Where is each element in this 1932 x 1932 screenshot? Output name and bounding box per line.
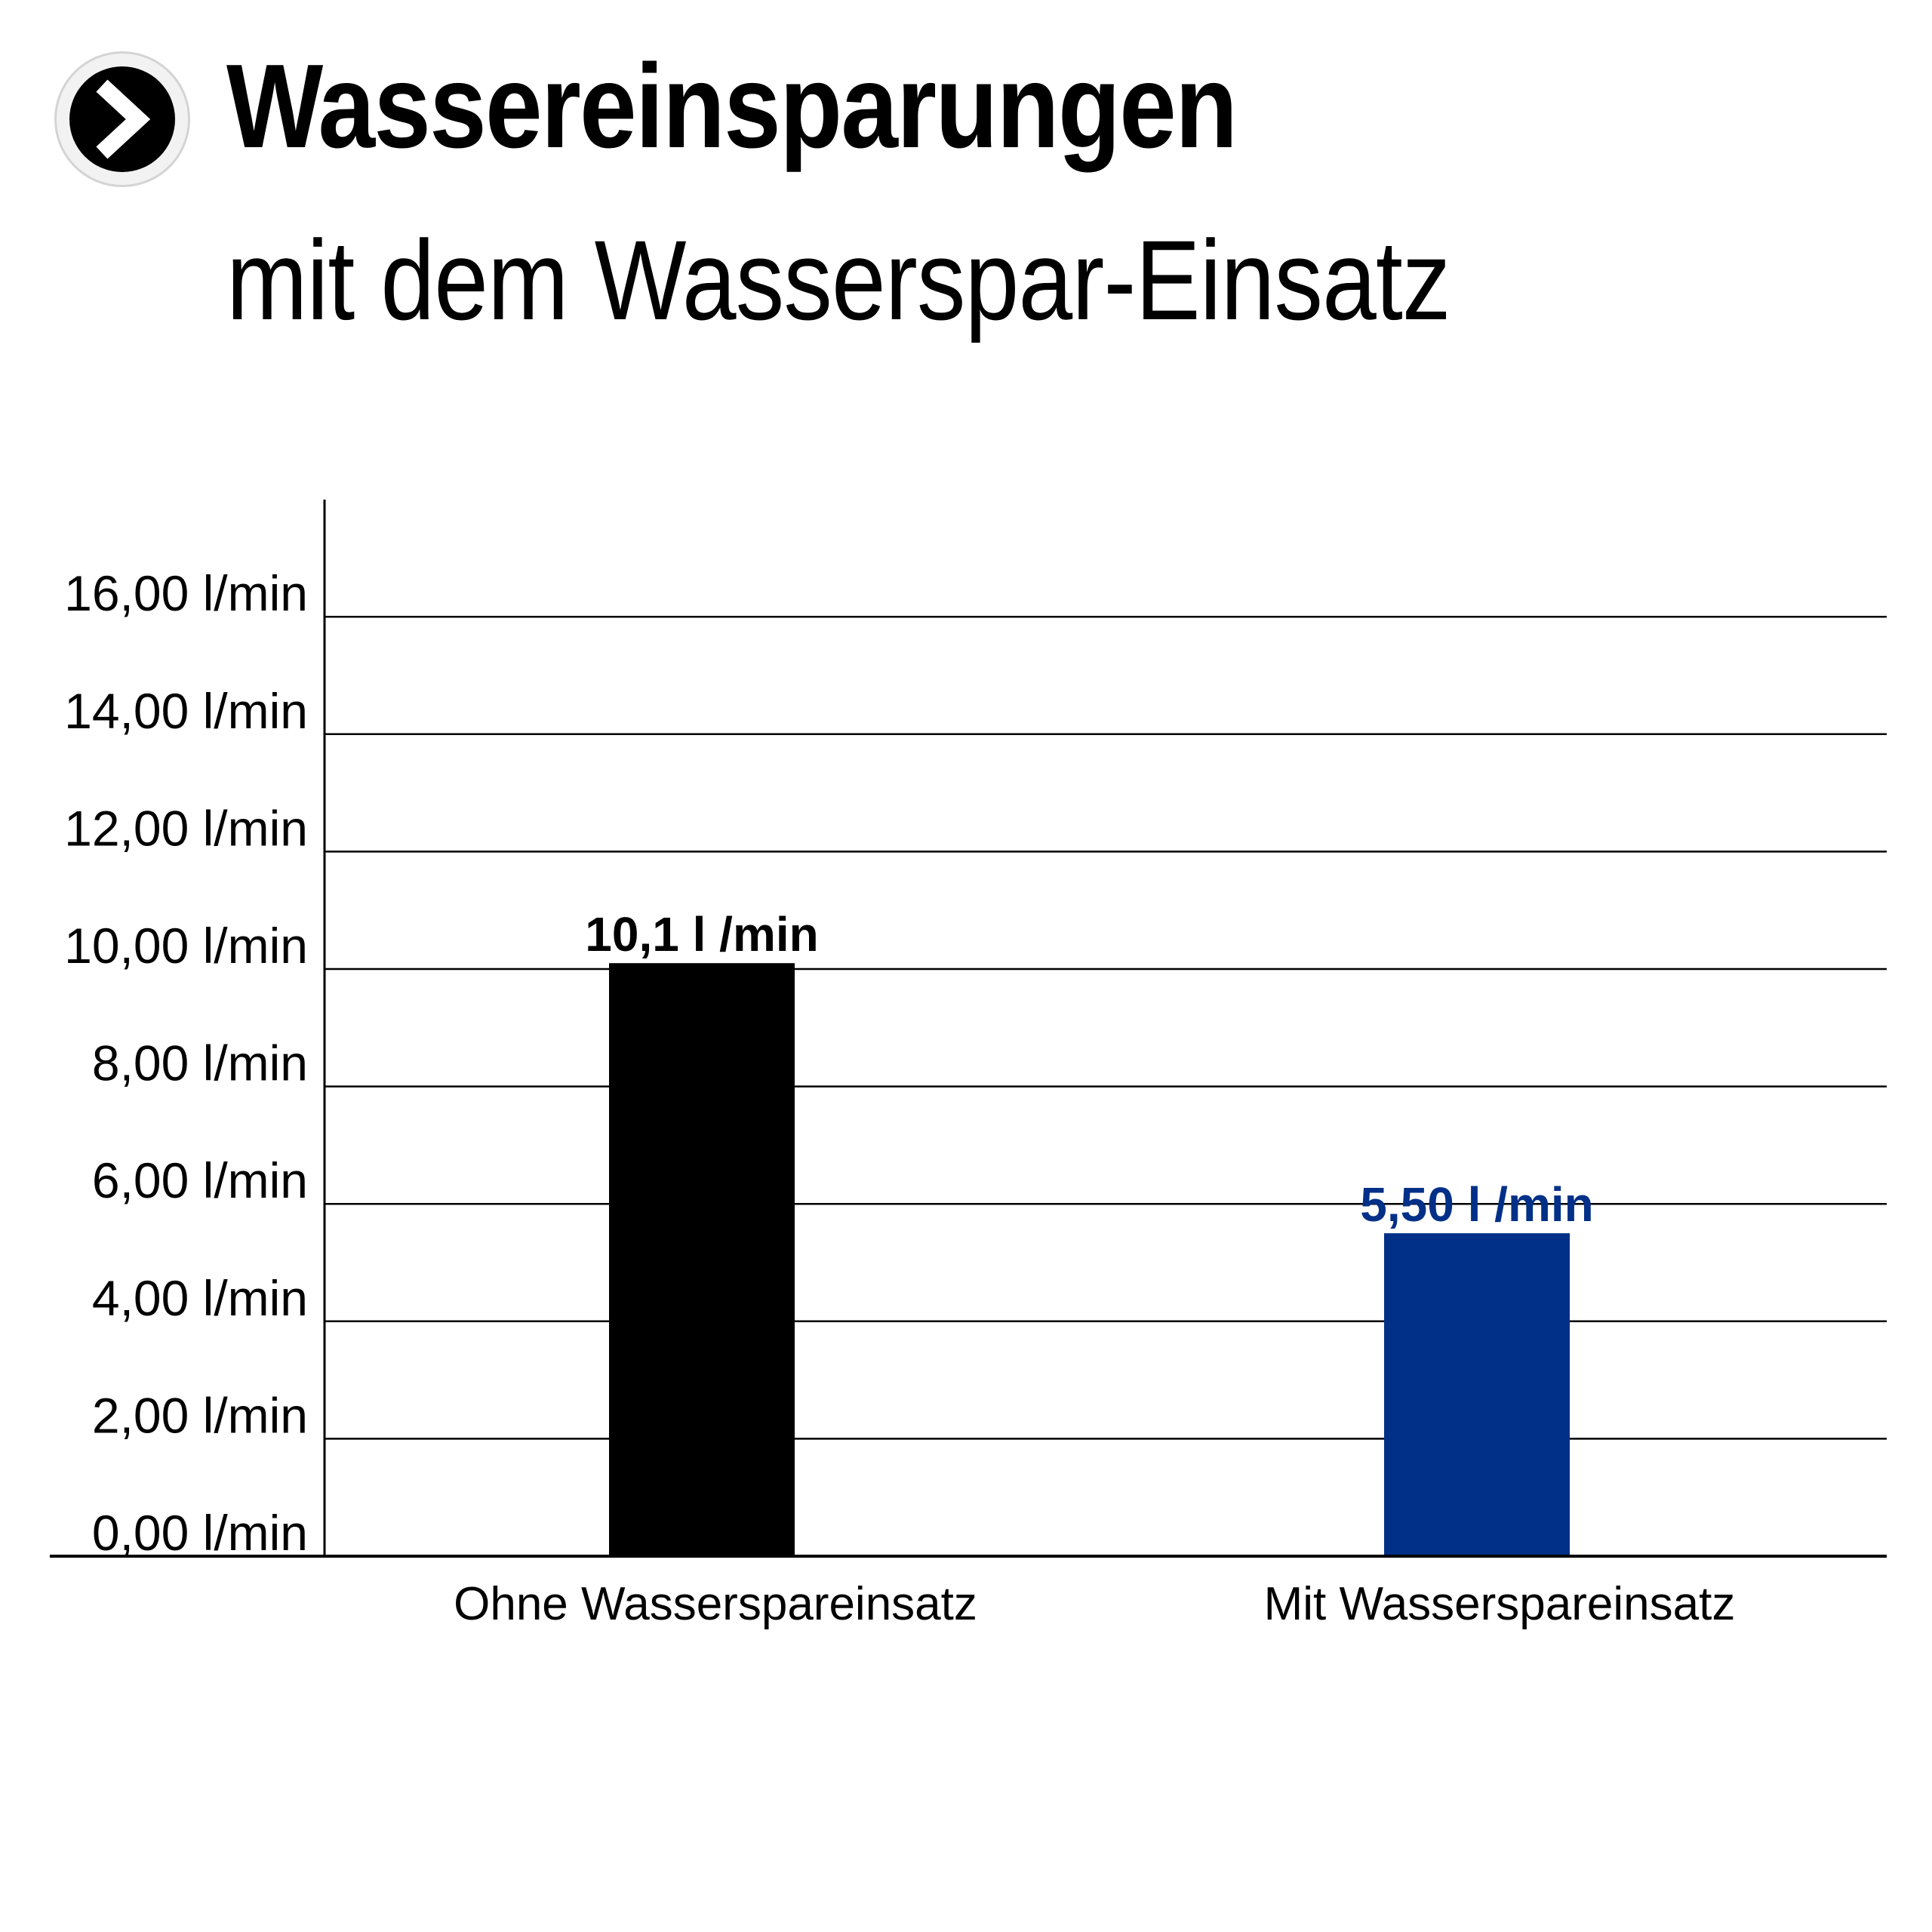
y-tick-label: 2,00 l/min [92, 1387, 308, 1443]
y-tick-label: 6,00 l/min [92, 1152, 308, 1208]
page-subtitle: mit dem Wasserspar-Einsatz [226, 217, 1451, 343]
data-label: 5,50 l /min [1360, 1177, 1593, 1232]
y-tick-label: 14,00 l/min [64, 683, 308, 739]
page-title: Wassereinsparungen [226, 40, 1238, 173]
x-category-label: Ohne Wasserspareinsatz [454, 1578, 977, 1630]
chevron-badge-circle [69, 66, 175, 172]
y-tick-label: 16,00 l/min [64, 565, 308, 621]
chevron-badge [54, 51, 190, 187]
data-label: 10,1 l /min [585, 907, 818, 961]
y-tick-label: 8,00 l/min [92, 1035, 308, 1091]
x-category-label: Mit Wasserspareinsatz [1264, 1578, 1736, 1630]
bar-1 [609, 963, 795, 1556]
y-tick-label: 4,00 l/min [92, 1270, 308, 1326]
bar-2 [1384, 1233, 1570, 1556]
chevron-right-icon [96, 79, 151, 159]
y-tick-label: 12,00 l/min [64, 800, 308, 856]
y-tick-label: 0,00 l/min [92, 1505, 308, 1561]
header: Wassereinsparungen mit dem Wasserspar-Ei… [0, 0, 1932, 392]
y-tick-label: 10,00 l/min [64, 918, 308, 974]
